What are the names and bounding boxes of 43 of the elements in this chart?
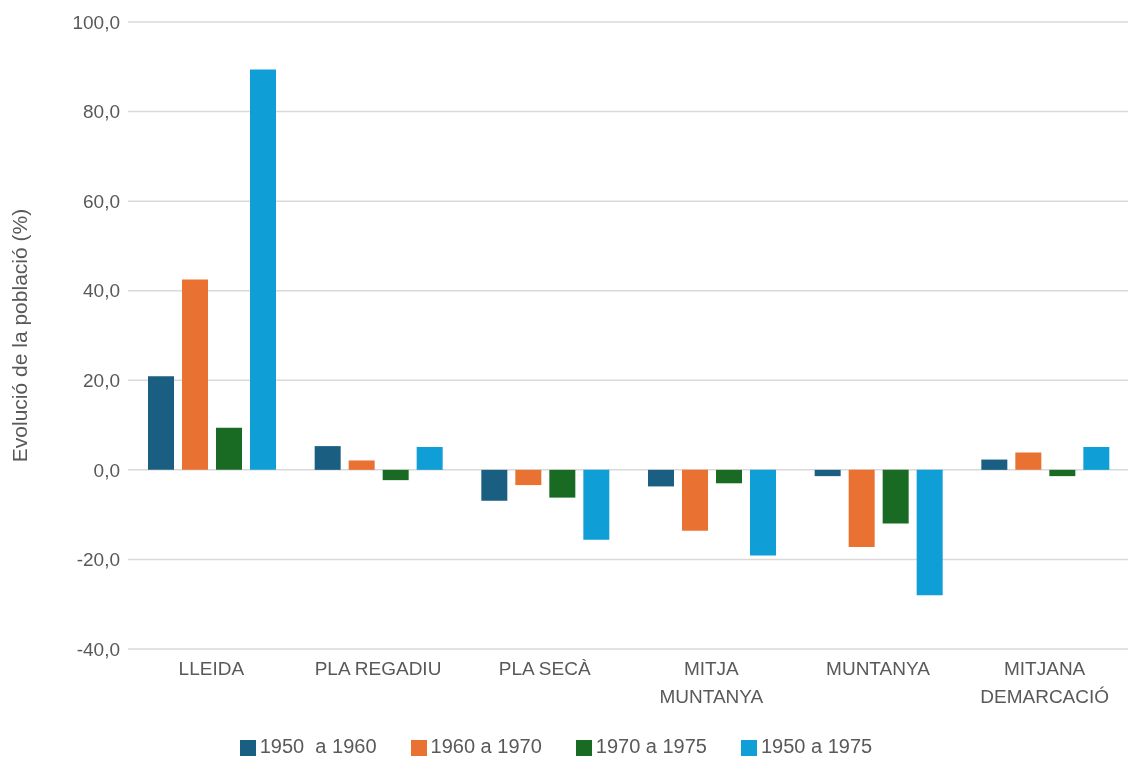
bar	[1049, 469, 1076, 477]
legend-label: 1960 a 1970	[430, 735, 542, 757]
legend-label: 1950 a 1975	[761, 735, 873, 757]
bar	[416, 447, 443, 470]
x-tick-label: MUNTANYA	[826, 658, 931, 679]
y-tick-label: 0,0	[93, 459, 120, 481]
bar	[481, 469, 508, 501]
bar	[216, 427, 242, 470]
bar	[716, 469, 742, 484]
y-axis-title: Evolució de la població (%)	[8, 208, 32, 463]
bar	[148, 376, 174, 470]
bar	[814, 469, 841, 477]
bar	[250, 69, 276, 470]
y-tick-label: -40,0	[76, 638, 120, 660]
y-tick-label: 100,0	[72, 11, 120, 33]
bar	[882, 469, 909, 524]
legend-label: 1950 a 1960	[259, 735, 377, 757]
y-tick-label: -20,0	[76, 549, 120, 571]
bar	[583, 469, 610, 540]
bar	[981, 459, 1008, 470]
bar	[750, 469, 776, 556]
bar	[348, 460, 375, 470]
bar	[182, 279, 208, 470]
bar	[314, 446, 341, 470]
bar	[382, 469, 409, 481]
bar	[549, 469, 576, 498]
x-tick-label: PLA SECÀ	[498, 658, 591, 679]
y-tick-label: 20,0	[83, 370, 120, 392]
y-tick-label: 60,0	[83, 190, 120, 212]
bar	[1083, 447, 1110, 470]
y-tick-label: 80,0	[83, 101, 120, 123]
x-tick-label: MITJA MUNTANYA	[659, 658, 764, 707]
bar	[515, 469, 542, 486]
x-tick-label: MITJANA DEMARCACIÓ	[980, 658, 1110, 707]
bar	[1015, 452, 1042, 470]
bar	[916, 469, 943, 596]
x-tick-label: PLA REGADIU	[314, 658, 442, 679]
legend-label: 1970 a 1975	[595, 735, 707, 757]
x-tick-label: LLEIDA	[178, 658, 245, 679]
y-tick-label: 40,0	[83, 280, 120, 302]
bar	[648, 469, 674, 487]
bar	[682, 469, 708, 531]
bar	[848, 469, 875, 547]
